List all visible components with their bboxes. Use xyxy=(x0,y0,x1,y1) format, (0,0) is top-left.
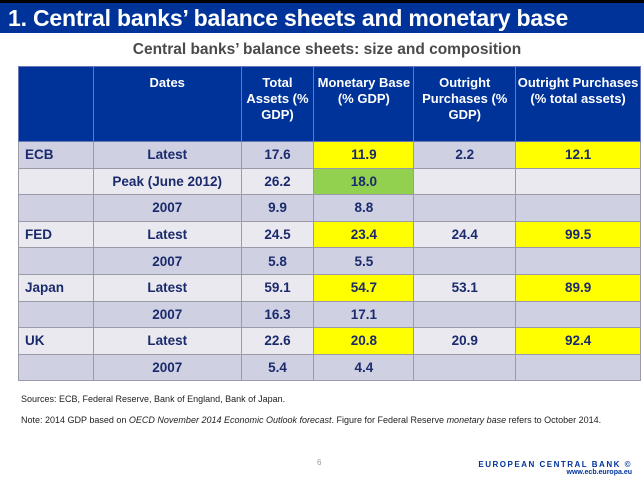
cell-base: 8.8 xyxy=(313,194,415,222)
balance-sheet-table: Dates Total Assets (% GDP) Monetary Base (… xyxy=(18,66,641,382)
column-header: Monetary Base (% GDP) xyxy=(313,66,415,142)
table-row: Japan Latest 59.1 54.7 53.1 89.9 xyxy=(18,273,641,302)
ecb-logo: EUROPEAN CENTRAL BANK © www.ecb.europa.e… xyxy=(478,460,632,476)
note-part: . Figure for Federal Reserve xyxy=(331,415,447,425)
cell-bank xyxy=(18,353,94,382)
cell-bank: UK xyxy=(18,327,94,355)
cell-op-assets xyxy=(515,247,641,275)
cell-date: 2007 xyxy=(92,194,242,222)
cell-total: 24.5 xyxy=(240,220,315,249)
table-row: Peak (June 2012) 26.2 18.0 xyxy=(18,167,641,196)
cell-op-gdp xyxy=(413,353,517,382)
cell-date: 2007 xyxy=(92,247,242,275)
table-row: FED Latest 24.5 23.4 24.4 99.5 xyxy=(18,220,641,249)
cell-op-assets: 99.5 xyxy=(515,220,641,249)
cell-op-assets xyxy=(515,194,641,222)
cell-op-gdp: 53.1 xyxy=(413,273,517,302)
cell-base: 4.4 xyxy=(313,353,415,382)
cell-date: 2007 xyxy=(92,300,242,329)
cell-op-gdp xyxy=(413,194,517,222)
cell-date: Peak (June 2012) xyxy=(92,167,242,196)
column-header: Outright Purchases (% GDP) xyxy=(413,66,517,142)
table-title: Central banks’ balance sheets: size and … xyxy=(132,41,522,58)
note-part: refers to October 2014. xyxy=(506,415,602,425)
cell-bank xyxy=(18,194,94,222)
cell-total: 59.1 xyxy=(240,273,315,302)
cell-bank xyxy=(18,247,94,275)
sources-text: Sources: ECB, Federal Reserve, Bank of E… xyxy=(21,394,286,404)
ecb-url: www.ecb.europa.eu xyxy=(566,469,632,476)
cell-op-assets: 92.4 xyxy=(515,327,641,355)
cell-op-assets: 89.9 xyxy=(515,273,641,302)
cell-op-gdp xyxy=(413,247,517,275)
cell-base: 54.7 xyxy=(313,273,415,302)
cell-op-assets: 12.1 xyxy=(515,141,641,169)
column-header: Total Assets (% GDP) xyxy=(240,66,315,142)
cell-op-gdp: 24.4 xyxy=(413,220,517,249)
table-row: 2007 16.3 17.1 xyxy=(18,300,641,329)
cell-date: Latest xyxy=(92,327,242,355)
cell-date: Latest xyxy=(92,141,242,169)
note-oecd: OECD November 2014 Economic Outlook fore… xyxy=(128,415,332,425)
cell-bank: Japan xyxy=(18,273,94,302)
cell-op-gdp xyxy=(413,167,517,196)
column-header: Dates xyxy=(92,66,242,142)
cell-bank: FED xyxy=(18,220,94,249)
cell-total: 16.3 xyxy=(240,300,315,329)
table-row: 2007 5.4 4.4 xyxy=(18,353,641,382)
table-row: UK Latest 22.6 20.8 20.9 92.4 xyxy=(18,327,641,355)
cell-base: 11.9 xyxy=(313,141,415,169)
cell-op-assets xyxy=(515,353,641,382)
cell-op-gdp xyxy=(413,300,517,329)
note-text: Note: 2014 GDP based on OECD November 20… xyxy=(21,414,631,426)
cell-total: 17.6 xyxy=(240,141,315,169)
cell-op-gdp: 20.9 xyxy=(413,327,517,355)
cell-base: 23.4 xyxy=(313,220,415,249)
cell-total: 5.4 xyxy=(240,353,315,382)
cell-base: 20.8 xyxy=(313,327,415,355)
cell-date: Latest xyxy=(92,273,242,302)
cell-base: 18.0 xyxy=(313,167,415,196)
cell-total: 26.2 xyxy=(240,167,315,196)
cell-total: 9.9 xyxy=(240,194,315,222)
top-border xyxy=(0,0,644,3)
cell-total: 22.6 xyxy=(240,327,315,355)
table-header-row: Dates Total Assets (% GDP) Monetary Base (… xyxy=(18,66,641,142)
slide-title: 1. Central banks’ balance sheets and mon… xyxy=(0,3,644,33)
cell-bank xyxy=(18,167,94,196)
cell-base: 5.5 xyxy=(313,247,415,275)
cell-total: 5.8 xyxy=(240,247,315,275)
cell-bank xyxy=(18,300,94,329)
table-row: ECB Latest 17.6 11.9 2.2 12.1 xyxy=(18,141,641,169)
column-header xyxy=(18,66,94,142)
cell-date: Latest xyxy=(92,220,242,249)
cell-op-gdp: 2.2 xyxy=(413,141,517,169)
cell-bank: ECB xyxy=(18,141,94,169)
note-monetary-base: monetary base xyxy=(446,415,507,425)
cell-op-assets xyxy=(515,167,641,196)
cell-base: 17.1 xyxy=(313,300,415,329)
page-number: 6 xyxy=(317,458,322,467)
table-row: 2007 5.8 5.5 xyxy=(18,247,641,275)
ecb-logo-name: EUROPEAN CENTRAL BANK © xyxy=(478,460,632,469)
note-part: Note: 2014 GDP based on xyxy=(21,415,129,425)
cell-date: 2007 xyxy=(92,353,242,382)
table-row: 2007 9.9 8.8 xyxy=(18,194,641,222)
cell-op-assets xyxy=(515,300,641,329)
column-header: Outright Purchases (% total assets) xyxy=(515,66,641,142)
